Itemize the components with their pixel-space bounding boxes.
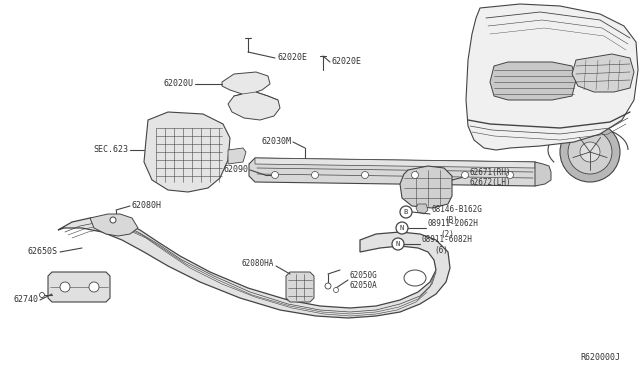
Ellipse shape [470,101,490,115]
Polygon shape [144,112,230,192]
Text: 62740: 62740 [13,295,38,305]
Circle shape [400,206,412,218]
Circle shape [412,171,419,179]
Polygon shape [222,72,280,120]
Circle shape [392,238,404,250]
Text: B: B [404,209,408,215]
Text: 62090: 62090 [223,166,248,174]
Polygon shape [535,162,551,186]
Text: (B): (B) [444,215,458,224]
Text: 08146-B162G: 08146-B162G [432,205,483,215]
Polygon shape [572,54,634,92]
Text: 62080HA: 62080HA [242,260,274,269]
Circle shape [560,122,620,182]
Text: R620000J: R620000J [580,353,620,362]
Text: 62671(RH): 62671(RH) [470,167,511,176]
Circle shape [580,142,600,162]
Ellipse shape [176,161,196,175]
Circle shape [506,171,513,179]
Ellipse shape [172,158,200,178]
Text: 62030M: 62030M [261,138,291,147]
Text: 62020E: 62020E [332,58,362,67]
Polygon shape [90,214,138,236]
Polygon shape [466,4,638,150]
Circle shape [461,171,468,179]
Text: 62020E: 62020E [277,54,307,62]
Text: 62650S: 62650S [28,247,58,257]
Text: 62050A: 62050A [350,282,378,291]
Polygon shape [286,272,314,302]
Polygon shape [228,148,246,164]
Polygon shape [490,62,576,100]
Text: 08911-6082H: 08911-6082H [422,235,473,244]
Text: N: N [400,225,404,231]
Text: 62080H: 62080H [132,202,162,211]
Circle shape [362,171,369,179]
Circle shape [312,171,319,179]
Polygon shape [58,218,450,318]
Circle shape [396,222,408,234]
Text: 62672(LH): 62672(LH) [470,177,511,186]
Circle shape [333,288,339,292]
Polygon shape [249,158,543,186]
Circle shape [325,283,331,289]
Text: (2): (2) [440,230,454,238]
Circle shape [568,130,612,174]
Polygon shape [48,272,110,302]
Text: SEC.623: SEC.623 [93,145,128,154]
Polygon shape [416,204,428,214]
Circle shape [60,282,70,292]
Text: (6): (6) [434,246,448,254]
Polygon shape [255,158,535,168]
Text: N: N [396,241,400,247]
Text: 62050G: 62050G [350,272,378,280]
Polygon shape [400,166,452,208]
Circle shape [271,171,278,179]
Circle shape [40,292,45,298]
Text: 08911-2062H: 08911-2062H [428,219,479,228]
Circle shape [110,217,116,223]
Circle shape [89,282,99,292]
Text: 62020U: 62020U [163,80,193,89]
Ellipse shape [404,270,426,286]
